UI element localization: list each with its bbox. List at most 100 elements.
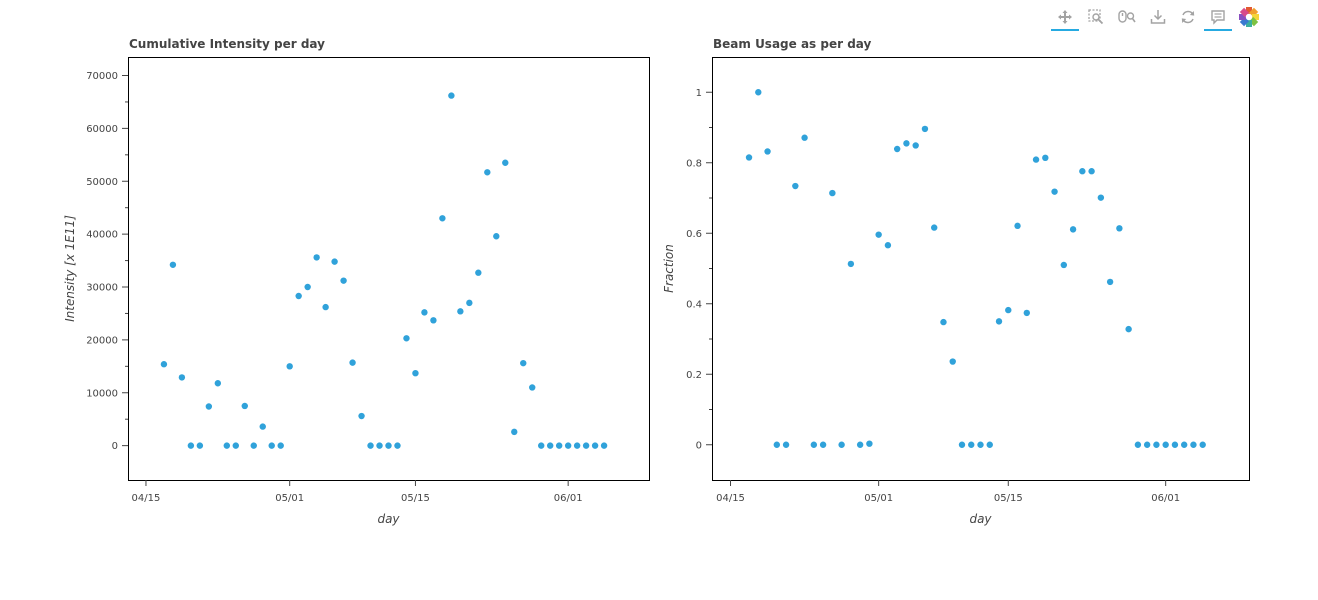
box-zoom-tool-button[interactable] (1082, 5, 1110, 29)
intensity-data-point[interactable] (591, 442, 599, 449)
usage-data-point[interactable] (1106, 278, 1114, 286)
usage-data-point[interactable] (1153, 441, 1160, 448)
intensity-data-point[interactable] (205, 403, 213, 410)
usage-data-point[interactable] (1199, 441, 1206, 448)
intensity-data-point[interactable] (466, 299, 473, 307)
usage-data-point[interactable] (1079, 168, 1086, 175)
intensity-data-point[interactable] (313, 254, 320, 261)
intensity-data-point[interactable] (286, 363, 293, 370)
usage-data-point[interactable] (893, 145, 901, 153)
intensity-data-point[interactable] (529, 384, 536, 391)
usage-data-point[interactable] (838, 441, 845, 448)
usage-data-point[interactable] (958, 441, 966, 448)
usage-data-point[interactable] (810, 441, 818, 448)
intensity-data-point[interactable] (196, 442, 204, 449)
intensity-data-point[interactable] (430, 317, 437, 324)
save-tool-button[interactable] (1144, 5, 1172, 29)
usage-data-point[interactable] (986, 441, 993, 448)
intensity-data-point[interactable] (358, 412, 365, 420)
usage-data-point[interactable] (1190, 441, 1197, 448)
intensity-data-point[interactable] (573, 442, 581, 449)
intensity-data-point[interactable] (322, 303, 329, 311)
wheel-zoom-tool-button[interactable] (1112, 5, 1140, 29)
usage-data-point[interactable] (1060, 261, 1068, 269)
intensity-data-point[interactable] (304, 283, 311, 291)
usage-data-point[interactable] (931, 224, 938, 231)
usage-data-point[interactable] (949, 358, 956, 365)
intensity-data-point[interactable] (295, 292, 302, 300)
intensity-data-point[interactable] (349, 359, 356, 366)
intensity-data-point[interactable] (259, 423, 266, 430)
usage-data-point[interactable] (847, 260, 855, 268)
usage-data-point[interactable] (1180, 441, 1188, 448)
usage-data-point[interactable] (1032, 156, 1040, 163)
usage-data-point[interactable] (1097, 194, 1105, 201)
usage-data-point[interactable] (977, 441, 984, 448)
intensity-data-point[interactable] (475, 269, 482, 276)
usage-data-point[interactable] (995, 318, 1003, 325)
usage-data-point[interactable] (764, 148, 771, 155)
intensity-data-point[interactable] (178, 374, 186, 381)
intensity-data-point[interactable] (403, 335, 410, 342)
intensity-data-point[interactable] (367, 442, 374, 449)
intensity-data-point[interactable] (484, 169, 491, 176)
usage-data-point[interactable] (1023, 309, 1030, 317)
intensity-data-point[interactable] (376, 442, 383, 449)
hover-tool-button[interactable] (1204, 5, 1232, 31)
usage-data-point[interactable] (745, 154, 753, 161)
intensity-data-point[interactable] (439, 215, 446, 222)
intensity-data-point[interactable] (340, 277, 347, 284)
usage-data-point[interactable] (866, 440, 873, 447)
usage-data-point[interactable] (1116, 225, 1123, 232)
intensity-data-point[interactable] (546, 442, 554, 449)
pan-tool-button[interactable] (1051, 5, 1079, 31)
intensity-data-point[interactable] (268, 442, 275, 449)
intensity-data-point[interactable] (520, 359, 527, 367)
usage-data-point[interactable] (792, 182, 799, 190)
usage-data-point[interactable] (1005, 306, 1012, 314)
intensity-data-point[interactable] (564, 442, 572, 449)
usage-data-point[interactable] (912, 142, 919, 149)
usage-data-point[interactable] (884, 242, 892, 249)
intensity-data-point[interactable] (394, 442, 401, 449)
usage-data-point[interactable] (940, 318, 947, 326)
intensity-data-point[interactable] (538, 442, 545, 449)
intensity-data-point[interactable] (448, 92, 455, 99)
intensity-data-point[interactable] (187, 442, 195, 449)
intensity-data-point[interactable] (250, 442, 257, 449)
usage-data-point[interactable] (801, 134, 808, 141)
intensity-data-point[interactable] (582, 442, 590, 449)
usage-data-point[interactable] (773, 441, 781, 448)
usage-data-point[interactable] (968, 441, 975, 448)
intensity-data-point[interactable] (493, 233, 500, 240)
intensity-data-point[interactable] (331, 258, 338, 265)
usage-data-point[interactable] (1088, 168, 1095, 175)
usage-data-point[interactable] (1125, 325, 1132, 333)
usage-data-point[interactable] (875, 231, 882, 238)
usage-data-point[interactable] (1143, 441, 1151, 448)
intensity-data-point[interactable] (457, 308, 464, 315)
usage-data-point[interactable] (819, 441, 827, 448)
usage-data-point[interactable] (1014, 222, 1021, 230)
usage-data-point[interactable] (782, 441, 790, 448)
usage-data-point[interactable] (1134, 441, 1142, 448)
intensity-data-point[interactable] (232, 442, 239, 449)
usage-data-point[interactable] (755, 89, 762, 96)
intensity-data-point[interactable] (412, 369, 419, 377)
intensity-data-point[interactable] (223, 442, 231, 449)
usage-data-point[interactable] (921, 125, 929, 133)
intensity-data-point[interactable] (169, 261, 177, 268)
usage-data-point[interactable] (1162, 441, 1169, 448)
intensity-data-point[interactable] (241, 402, 248, 410)
intensity-data-point[interactable] (214, 380, 222, 387)
beam-usage-plot[interactable]: Beam Usage as per day 0 0.2 0.4 0.6 0.8 1 Fract… (662, 37, 1250, 526)
usage-data-point[interactable] (856, 441, 864, 448)
bokeh-logo-link[interactable] (1235, 5, 1263, 29)
usage-data-point[interactable] (1069, 226, 1077, 233)
intensity-data-point[interactable] (600, 442, 608, 449)
intensity-data-point[interactable] (555, 442, 563, 449)
intensity-data-point[interactable] (160, 361, 168, 368)
usage-data-point[interactable] (829, 189, 836, 197)
intensity-data-point[interactable] (421, 309, 428, 316)
usage-data-point[interactable] (903, 140, 910, 147)
